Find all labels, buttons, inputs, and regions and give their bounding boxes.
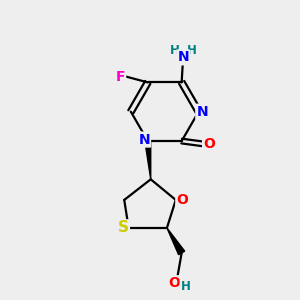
Text: N: N bbox=[196, 105, 208, 119]
Text: H: H bbox=[181, 280, 190, 293]
Text: H: H bbox=[186, 44, 196, 57]
Text: H: H bbox=[170, 44, 180, 57]
Text: O: O bbox=[176, 193, 188, 207]
Text: N: N bbox=[177, 50, 189, 64]
Text: S: S bbox=[118, 220, 129, 236]
Polygon shape bbox=[167, 228, 185, 255]
Text: N: N bbox=[138, 133, 150, 147]
Text: F: F bbox=[116, 70, 125, 83]
Polygon shape bbox=[145, 141, 151, 179]
Text: O: O bbox=[203, 137, 215, 151]
Text: O: O bbox=[168, 276, 180, 290]
